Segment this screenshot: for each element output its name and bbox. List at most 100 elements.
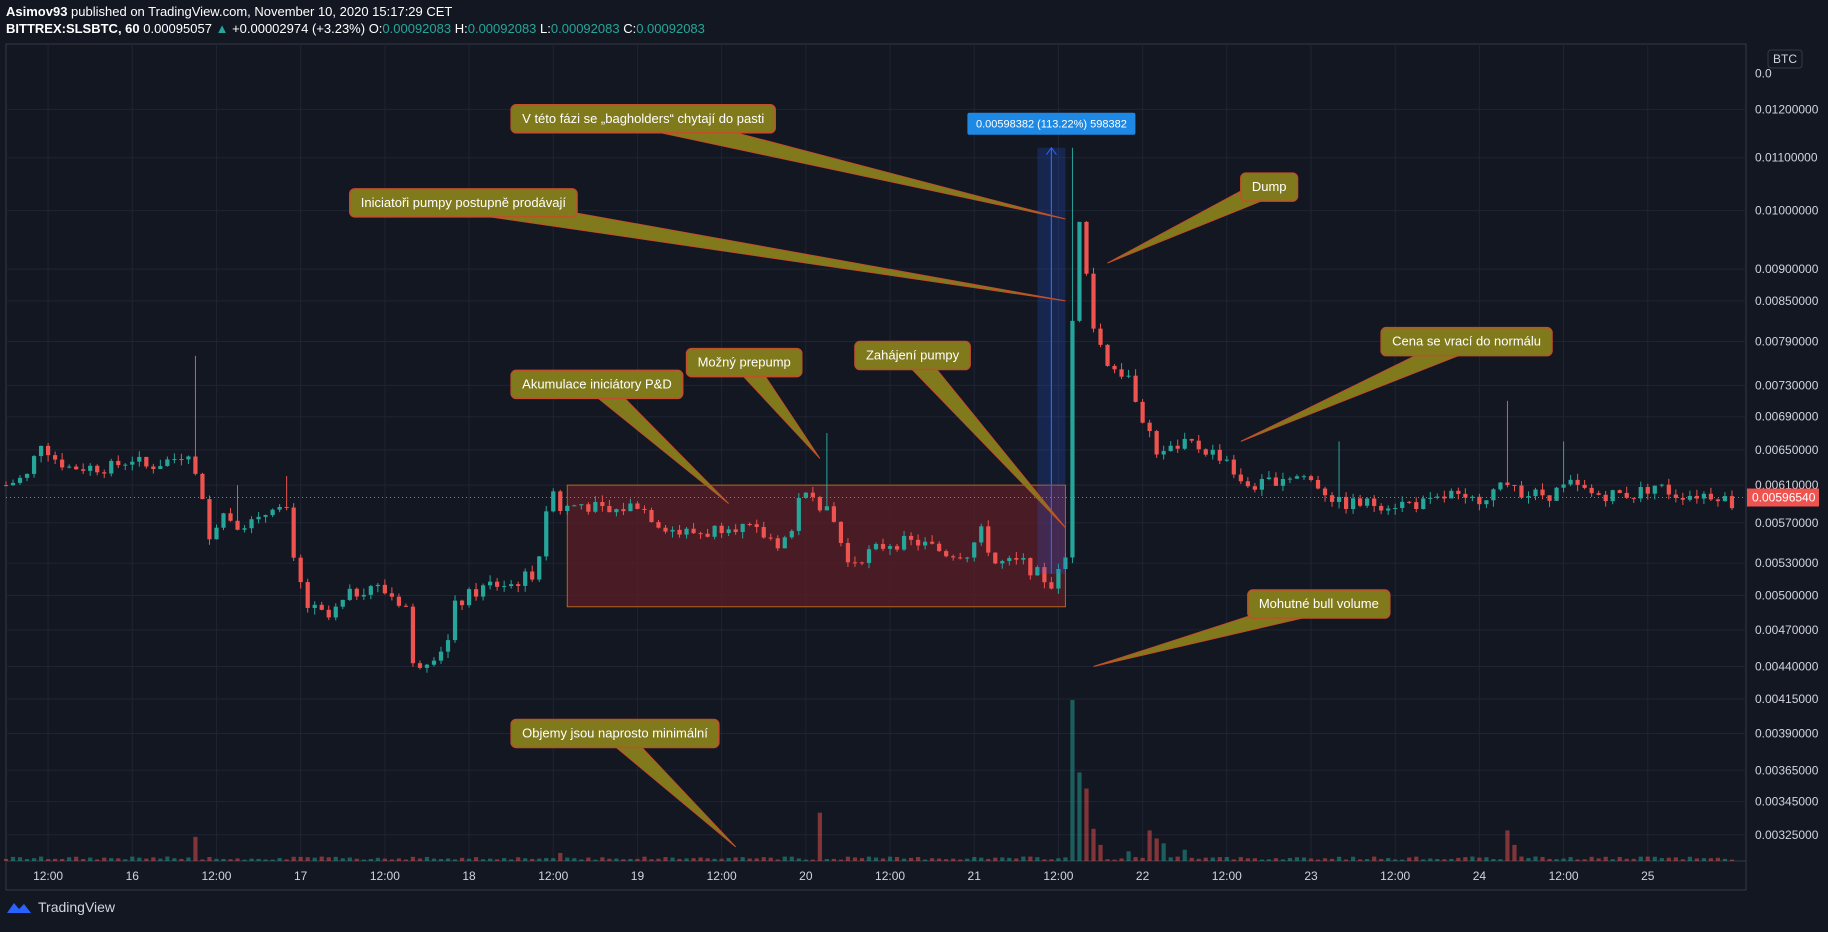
measure-label-box xyxy=(967,112,1136,135)
candle-body xyxy=(740,524,745,532)
volume-bar xyxy=(691,858,696,861)
candle-body xyxy=(775,538,780,549)
price-tick-label: 0.01100000 xyxy=(1755,151,1818,165)
volume-bar xyxy=(1589,856,1594,861)
volume-bar xyxy=(1112,859,1117,861)
price-tick-label: 0.00415000 xyxy=(1755,692,1819,706)
volume-bar xyxy=(1168,857,1173,861)
candle-body xyxy=(733,529,738,532)
candle-body xyxy=(656,522,661,528)
change-arrow-icon: ▲ xyxy=(215,21,229,36)
volume-bar xyxy=(172,858,177,861)
volume-bar xyxy=(796,858,801,861)
brand-name[interactable]: TradingView xyxy=(38,899,116,915)
price-tick-label: 0.00365000 xyxy=(1755,763,1819,777)
author-name[interactable]: Asimov93 xyxy=(6,4,68,19)
volume-bar xyxy=(284,859,289,861)
candle-body xyxy=(459,600,465,606)
candle-body xyxy=(923,541,928,546)
volume-bar xyxy=(1687,856,1692,861)
volume-bar xyxy=(1512,844,1517,861)
volume-bar xyxy=(228,859,233,861)
candle-body xyxy=(249,519,254,529)
candle-body xyxy=(1708,493,1714,500)
candle-body xyxy=(1203,449,1208,455)
symbol-line: BITTREX:SLSBTC, 60 0.00095057 ▲ +0.00002… xyxy=(6,20,705,37)
volume-bar xyxy=(1673,857,1678,861)
volume-bar xyxy=(775,859,780,861)
candle-body xyxy=(81,469,86,471)
candle-body xyxy=(1673,494,1678,498)
volume-bar xyxy=(1028,856,1033,861)
volume-bar xyxy=(1715,857,1721,861)
price-tick-label: 0.00530000 xyxy=(1755,556,1819,570)
tradingview-logo-icon[interactable] xyxy=(6,900,32,914)
price-tick-label: 0.00790000 xyxy=(1755,335,1819,349)
volume-bar xyxy=(944,859,949,861)
volume-bar xyxy=(179,858,184,861)
candle-body xyxy=(824,506,829,511)
volume-bar xyxy=(649,859,654,861)
price-tick-label: 0.01000000 xyxy=(1755,204,1819,218)
volume-bar xyxy=(1463,857,1468,861)
volume-bar xyxy=(993,857,998,861)
volume-bar xyxy=(586,857,591,861)
candle-body xyxy=(1308,476,1314,480)
volume-bar xyxy=(565,857,570,861)
volume-bar xyxy=(852,857,858,861)
candle-body xyxy=(1715,499,1721,502)
volume-bar xyxy=(207,856,212,861)
candle-body xyxy=(1722,496,1728,502)
candle-body xyxy=(1414,502,1419,509)
volume-bar xyxy=(495,859,500,861)
volume-bar xyxy=(880,858,886,861)
last-price: 0.00095057 xyxy=(143,21,212,36)
volume-bar xyxy=(859,858,865,861)
annotation-text: Dump xyxy=(1252,179,1287,194)
candle-body xyxy=(31,456,37,474)
volume-bar xyxy=(530,858,535,861)
candle-body xyxy=(389,593,394,597)
candle-body xyxy=(410,606,416,664)
candle-body xyxy=(754,524,759,528)
volume-bars xyxy=(3,700,1735,861)
volume-bar xyxy=(803,859,808,861)
high-value: 0.00092083 xyxy=(467,21,537,36)
candle-body xyxy=(1028,558,1033,576)
candle-body xyxy=(382,584,387,594)
volume-bar xyxy=(1624,858,1629,861)
candle-body xyxy=(621,509,626,512)
volume-bar xyxy=(242,859,247,861)
candle-body xyxy=(579,504,584,506)
candle-body xyxy=(284,506,289,508)
candle-body xyxy=(1407,501,1412,503)
candle-body xyxy=(972,542,977,558)
volume-bar xyxy=(544,857,549,861)
volume-bar xyxy=(761,857,766,861)
volume-bar xyxy=(10,856,16,861)
volume-bar xyxy=(1554,859,1559,861)
candle-body xyxy=(1000,561,1005,564)
candle-body xyxy=(158,466,163,469)
candle-body xyxy=(1589,487,1594,494)
candle-body xyxy=(523,571,528,586)
low-value: 0.00092083 xyxy=(550,21,620,36)
volume-bar xyxy=(389,859,394,861)
candle-body xyxy=(1154,431,1159,455)
volume-bar xyxy=(1252,858,1257,861)
candle-body xyxy=(235,520,240,530)
candle-body xyxy=(887,546,893,549)
time-tick-label: 24 xyxy=(1473,869,1487,883)
candle-body xyxy=(789,530,794,538)
candle-body xyxy=(628,503,633,512)
candle-body xyxy=(1042,567,1047,583)
candle-body xyxy=(944,551,949,557)
footer: TradingView xyxy=(6,899,115,915)
candle-body xyxy=(600,502,605,507)
candle-body xyxy=(256,516,261,520)
annotations: V této fázi se „bagholders“ chytají do p… xyxy=(349,104,1553,848)
volume-bar xyxy=(277,857,282,861)
symbol-name[interactable]: BITTREX:SLSBTC, 60 xyxy=(6,21,140,36)
